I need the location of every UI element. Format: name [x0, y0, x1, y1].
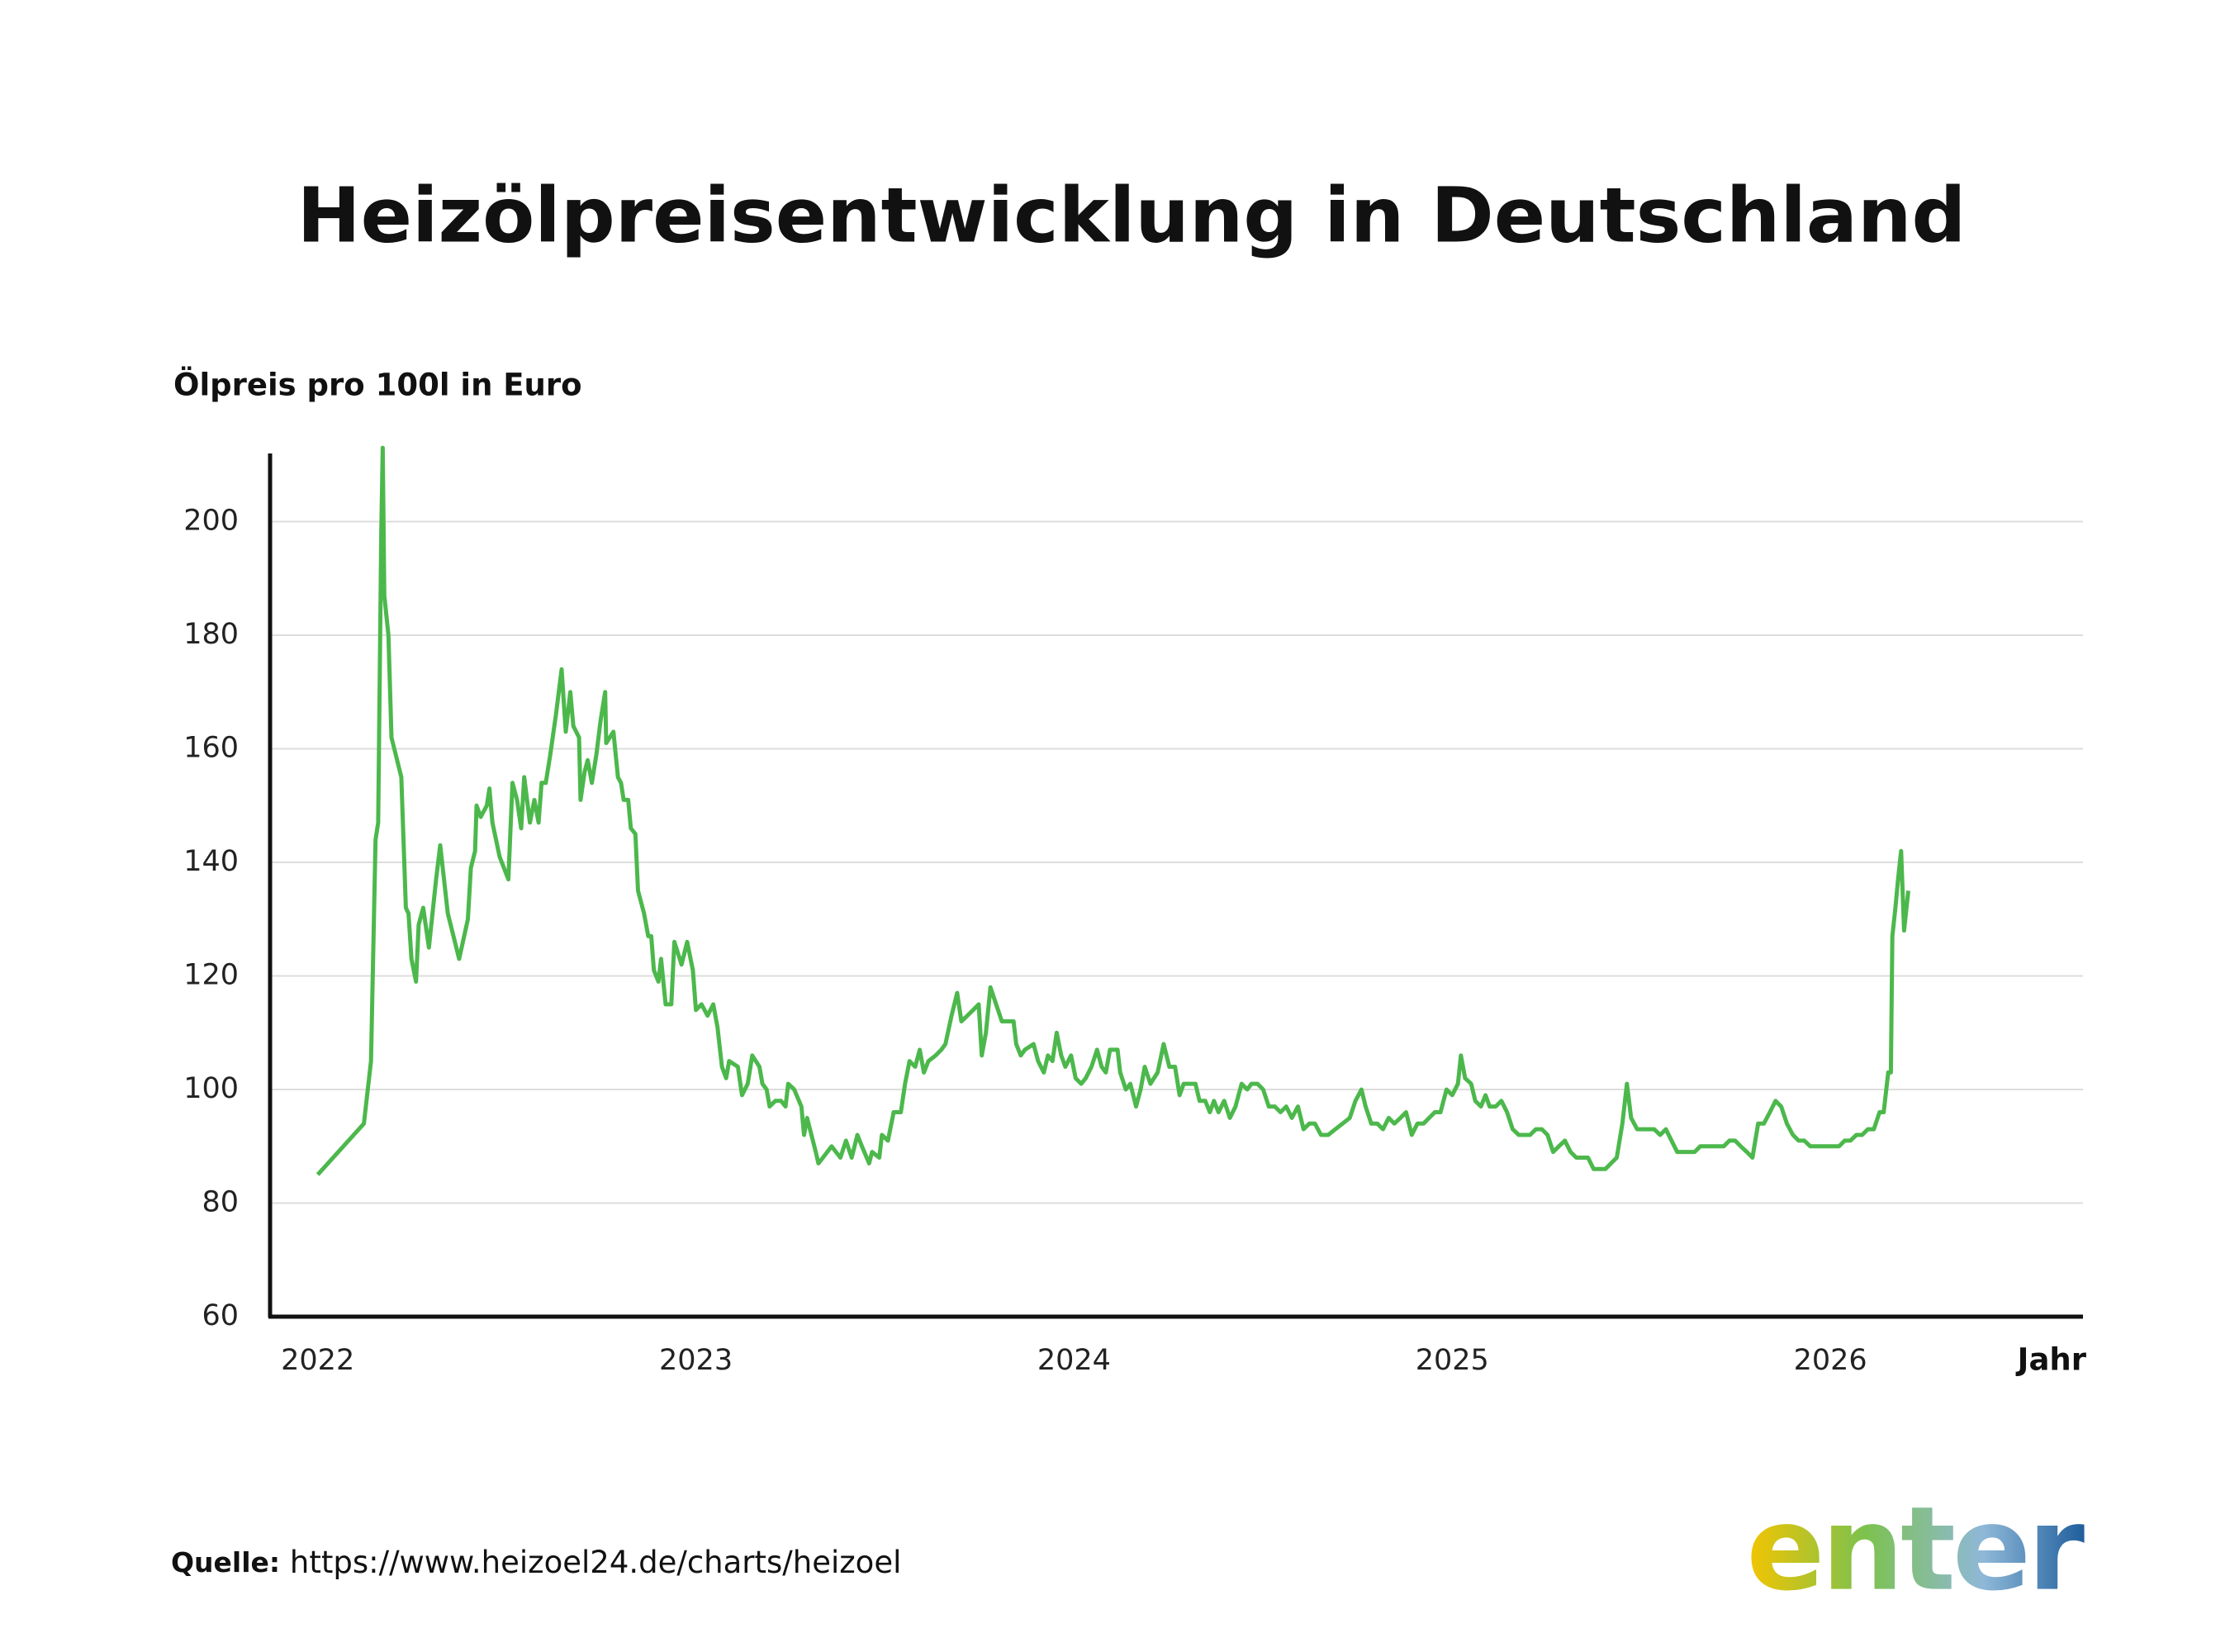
logo: enter	[1746, 1483, 2084, 1617]
x-tick-label: 2022	[281, 1344, 354, 1377]
y-tick-label: 120	[183, 959, 239, 992]
x-axis-label: Jahr	[2015, 1342, 2087, 1378]
x-tick-label: 2026	[1794, 1344, 1867, 1377]
y-axis-label: Ölpreis pro 100l in Euro	[173, 367, 582, 403]
y-tick-label: 80	[202, 1186, 239, 1219]
x-tick-label: 2023	[659, 1344, 733, 1377]
source-url: https://www.heizoel24.de/charts/heizoel	[290, 1545, 901, 1580]
chart-title: Heizölpreisentwicklung in Deutschland	[297, 171, 1967, 259]
source: Quelle: https://www.heizoel24.de/charts/…	[171, 1545, 901, 1580]
y-tick-label: 200	[183, 505, 239, 538]
y-tick-label: 100	[183, 1072, 239, 1105]
y-tick-label: 180	[183, 618, 239, 651]
y-tick-label: 160	[183, 732, 239, 765]
y-tick-label: 60	[202, 1299, 239, 1332]
x-tick-label: 2025	[1416, 1344, 1489, 1377]
x-tick-label: 2024	[1037, 1344, 1111, 1377]
price-line	[316, 445, 1910, 1176]
y-tick-label: 140	[183, 845, 239, 878]
source-label: Quelle:	[171, 1546, 280, 1578]
